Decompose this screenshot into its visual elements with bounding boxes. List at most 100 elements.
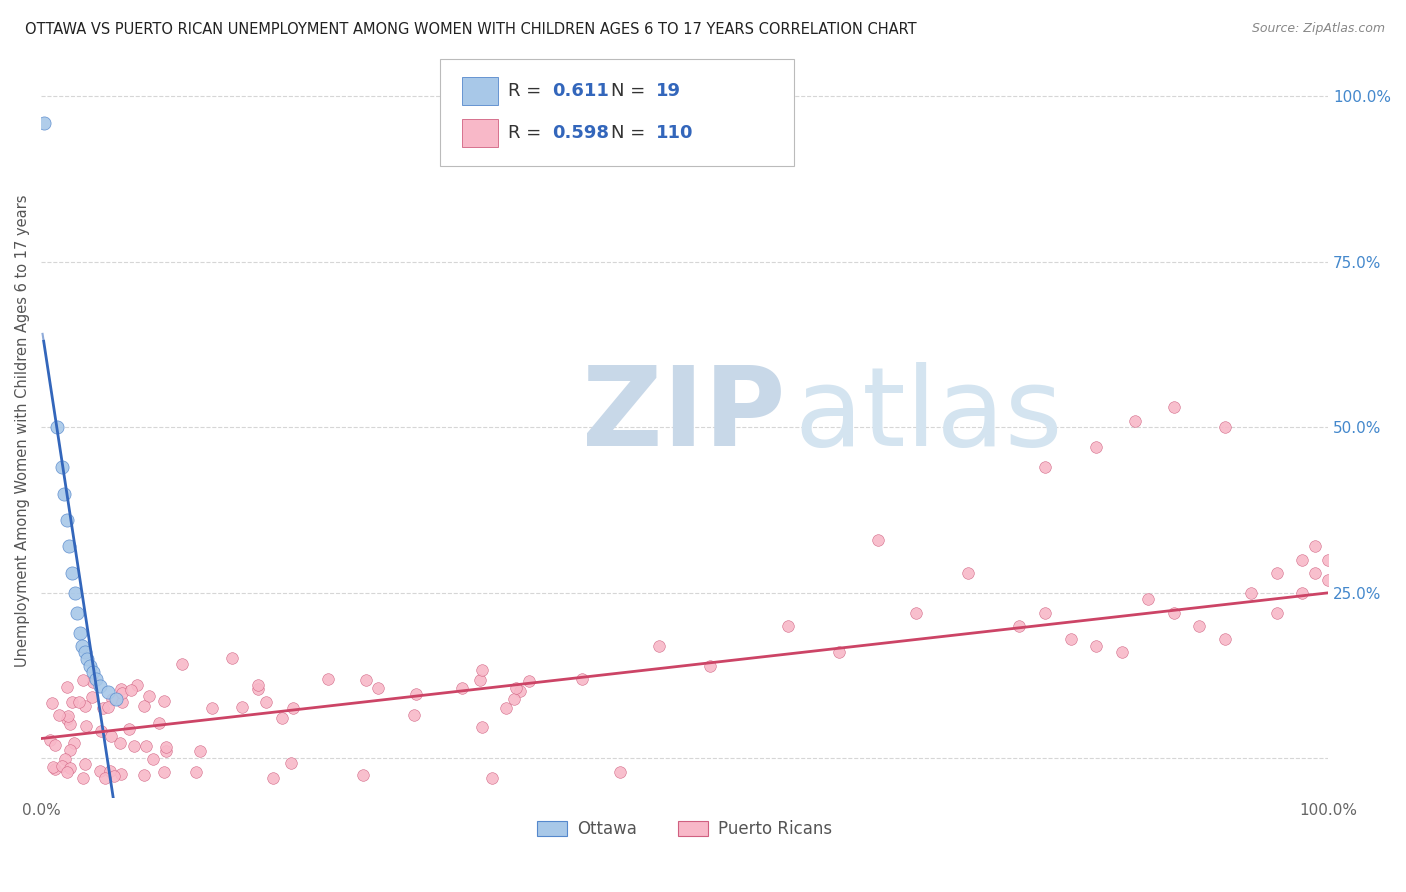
Point bbox=[405, 687, 427, 701]
Point bbox=[231, 699, 253, 714]
Point bbox=[58, 709, 80, 723]
Point bbox=[66, 606, 89, 620]
Text: atlas: atlas bbox=[794, 362, 1063, 469]
Point bbox=[82, 665, 104, 680]
Text: Source: ZipAtlas.com: Source: ZipAtlas.com bbox=[1251, 22, 1385, 36]
Point bbox=[148, 715, 170, 730]
Text: 110: 110 bbox=[657, 124, 693, 142]
Point bbox=[97, 685, 120, 699]
Point bbox=[111, 695, 134, 709]
Point bbox=[609, 764, 631, 779]
Point bbox=[53, 751, 76, 765]
Point bbox=[481, 772, 503, 786]
Text: R =: R = bbox=[509, 82, 547, 100]
Text: 19: 19 bbox=[657, 82, 682, 100]
Point bbox=[905, 606, 928, 620]
Point bbox=[471, 720, 494, 734]
Point bbox=[108, 736, 131, 750]
Point bbox=[1033, 606, 1056, 620]
Point bbox=[41, 696, 63, 710]
Point bbox=[221, 651, 243, 665]
Point bbox=[58, 540, 80, 554]
Point bbox=[155, 744, 177, 758]
Point bbox=[648, 639, 671, 653]
Point bbox=[104, 691, 127, 706]
Text: 0.611: 0.611 bbox=[553, 82, 609, 100]
Point bbox=[184, 764, 207, 779]
Point bbox=[1303, 540, 1326, 554]
Point bbox=[39, 732, 62, 747]
Point bbox=[1317, 573, 1340, 587]
Point bbox=[254, 694, 277, 708]
FancyBboxPatch shape bbox=[440, 60, 794, 166]
Point bbox=[100, 729, 122, 743]
Point bbox=[79, 658, 101, 673]
Point bbox=[201, 700, 224, 714]
Text: 0.598: 0.598 bbox=[553, 124, 609, 142]
Point bbox=[1291, 552, 1313, 566]
Point bbox=[44, 763, 66, 777]
Point bbox=[73, 645, 96, 659]
Point bbox=[100, 691, 122, 706]
Point bbox=[135, 739, 157, 753]
Point bbox=[76, 652, 98, 666]
Point bbox=[51, 759, 73, 773]
Point bbox=[1123, 414, 1146, 428]
Point bbox=[1265, 606, 1288, 620]
Point bbox=[699, 658, 721, 673]
Point bbox=[828, 645, 851, 659]
Point bbox=[450, 681, 472, 696]
Point bbox=[82, 690, 104, 705]
Point bbox=[281, 700, 304, 714]
Point bbox=[117, 723, 139, 737]
Point bbox=[1163, 401, 1185, 415]
Point bbox=[42, 760, 65, 774]
Point bbox=[60, 695, 83, 709]
Point bbox=[155, 740, 177, 755]
Point bbox=[91, 701, 114, 715]
Point bbox=[138, 689, 160, 703]
Point bbox=[75, 719, 97, 733]
Point bbox=[1317, 552, 1340, 566]
Point bbox=[1136, 592, 1159, 607]
Point bbox=[51, 460, 73, 475]
Point bbox=[48, 708, 70, 723]
Point bbox=[367, 681, 389, 695]
Point bbox=[86, 672, 108, 686]
Point bbox=[866, 533, 889, 547]
Point bbox=[56, 513, 79, 527]
Point bbox=[94, 772, 117, 786]
Point bbox=[56, 764, 79, 779]
Point bbox=[97, 700, 120, 714]
Point bbox=[62, 736, 84, 750]
Point bbox=[110, 766, 132, 780]
Point bbox=[1213, 420, 1236, 434]
Point bbox=[404, 707, 426, 722]
Point bbox=[103, 769, 125, 783]
Point bbox=[509, 684, 531, 698]
Text: N =: N = bbox=[612, 82, 651, 100]
Point bbox=[73, 698, 96, 713]
Point bbox=[471, 663, 494, 677]
Point bbox=[72, 771, 94, 785]
Point bbox=[44, 739, 66, 753]
Point bbox=[120, 683, 142, 698]
Point bbox=[262, 772, 284, 786]
Point bbox=[55, 680, 77, 694]
Point bbox=[503, 691, 526, 706]
Y-axis label: Unemployment Among Women with Children Ages 6 to 17 years: Unemployment Among Women with Children A… bbox=[15, 194, 30, 667]
Point bbox=[59, 760, 82, 774]
Point bbox=[72, 639, 94, 653]
Point bbox=[280, 756, 302, 770]
Point bbox=[246, 678, 269, 692]
Point bbox=[1033, 460, 1056, 475]
Text: N =: N = bbox=[612, 124, 651, 142]
Point bbox=[352, 768, 374, 782]
FancyBboxPatch shape bbox=[463, 119, 498, 147]
Point bbox=[1085, 639, 1108, 653]
Text: ZIP: ZIP bbox=[582, 362, 785, 469]
Point bbox=[956, 566, 979, 580]
Point bbox=[1163, 606, 1185, 620]
Point bbox=[270, 711, 292, 725]
Point bbox=[1008, 619, 1031, 633]
